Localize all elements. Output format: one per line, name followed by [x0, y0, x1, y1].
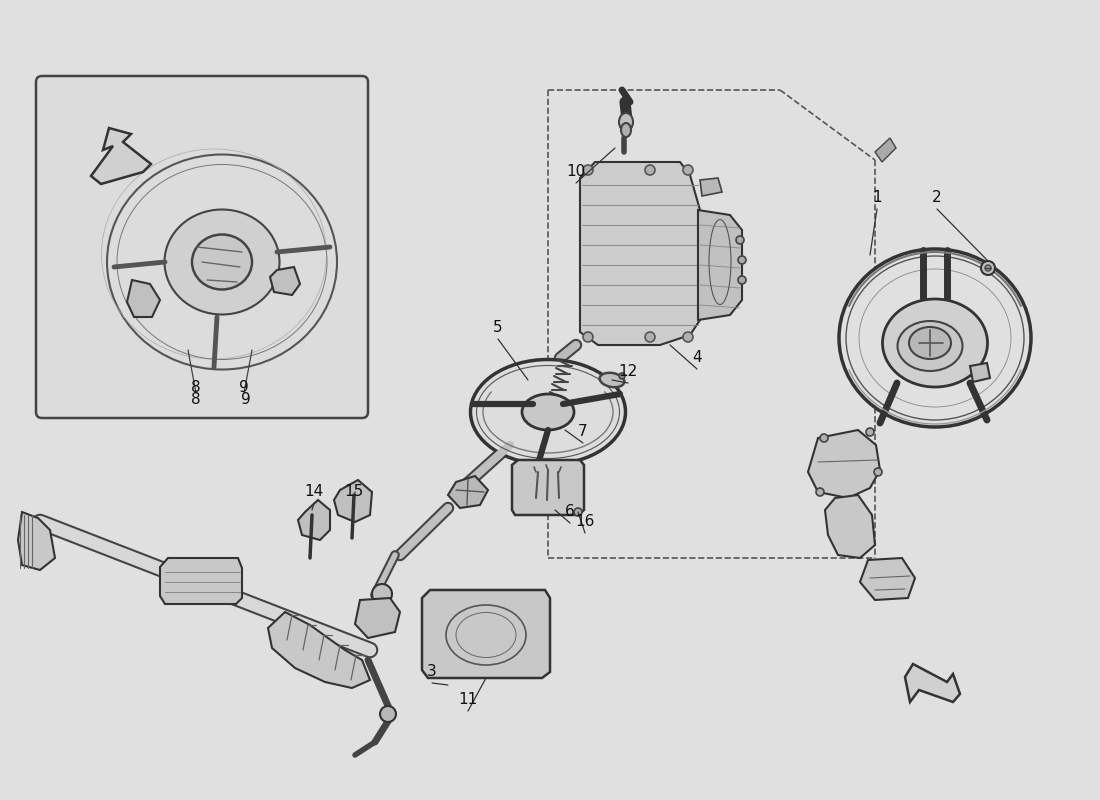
Polygon shape — [808, 430, 880, 498]
FancyBboxPatch shape — [36, 76, 369, 418]
Polygon shape — [268, 612, 370, 688]
Polygon shape — [270, 267, 300, 295]
Circle shape — [866, 428, 874, 436]
Ellipse shape — [522, 394, 574, 430]
Circle shape — [984, 265, 991, 271]
Circle shape — [379, 706, 396, 722]
Circle shape — [736, 236, 744, 244]
Polygon shape — [512, 460, 584, 515]
Text: 3: 3 — [427, 665, 437, 679]
Polygon shape — [860, 558, 915, 600]
Circle shape — [574, 508, 582, 516]
Circle shape — [645, 332, 654, 342]
Text: 2: 2 — [932, 190, 942, 206]
Text: 8: 8 — [191, 393, 201, 407]
Polygon shape — [334, 480, 372, 522]
Circle shape — [874, 468, 882, 476]
Text: 5: 5 — [493, 321, 503, 335]
Ellipse shape — [471, 359, 626, 465]
Circle shape — [981, 261, 996, 275]
Polygon shape — [355, 598, 400, 638]
Polygon shape — [160, 558, 242, 604]
Text: 10: 10 — [566, 165, 585, 179]
Polygon shape — [825, 495, 874, 558]
Ellipse shape — [165, 210, 279, 314]
Ellipse shape — [192, 234, 252, 290]
Ellipse shape — [619, 113, 632, 131]
Polygon shape — [874, 138, 896, 162]
Circle shape — [645, 165, 654, 175]
Polygon shape — [698, 210, 742, 320]
Circle shape — [583, 165, 593, 175]
Text: 16: 16 — [575, 514, 595, 530]
Polygon shape — [91, 128, 151, 184]
Polygon shape — [905, 664, 960, 702]
Text: 1: 1 — [872, 190, 882, 206]
Text: 6: 6 — [565, 505, 575, 519]
Polygon shape — [422, 590, 550, 678]
Ellipse shape — [909, 327, 952, 359]
Circle shape — [738, 276, 746, 284]
Polygon shape — [448, 476, 488, 508]
Ellipse shape — [621, 123, 631, 137]
Text: 12: 12 — [618, 365, 638, 379]
Polygon shape — [580, 162, 700, 345]
Text: 9: 9 — [241, 393, 251, 407]
Circle shape — [820, 434, 828, 442]
Ellipse shape — [898, 321, 962, 371]
Text: 11: 11 — [459, 693, 477, 707]
Polygon shape — [970, 363, 990, 382]
Text: 7: 7 — [579, 425, 587, 439]
Ellipse shape — [839, 249, 1031, 427]
Circle shape — [583, 332, 593, 342]
Text: 8: 8 — [191, 381, 201, 395]
Circle shape — [816, 488, 824, 496]
Polygon shape — [126, 280, 160, 317]
Polygon shape — [18, 512, 55, 570]
Text: 4: 4 — [692, 350, 702, 366]
Circle shape — [683, 332, 693, 342]
Polygon shape — [700, 178, 722, 196]
Polygon shape — [298, 500, 330, 540]
Circle shape — [372, 584, 392, 604]
Text: 9: 9 — [239, 381, 249, 395]
Circle shape — [738, 256, 746, 264]
Ellipse shape — [882, 299, 988, 387]
Ellipse shape — [107, 154, 337, 370]
Text: 14: 14 — [305, 485, 323, 499]
Circle shape — [619, 373, 625, 379]
Circle shape — [683, 165, 693, 175]
Ellipse shape — [600, 373, 625, 387]
Text: 15: 15 — [344, 485, 364, 499]
